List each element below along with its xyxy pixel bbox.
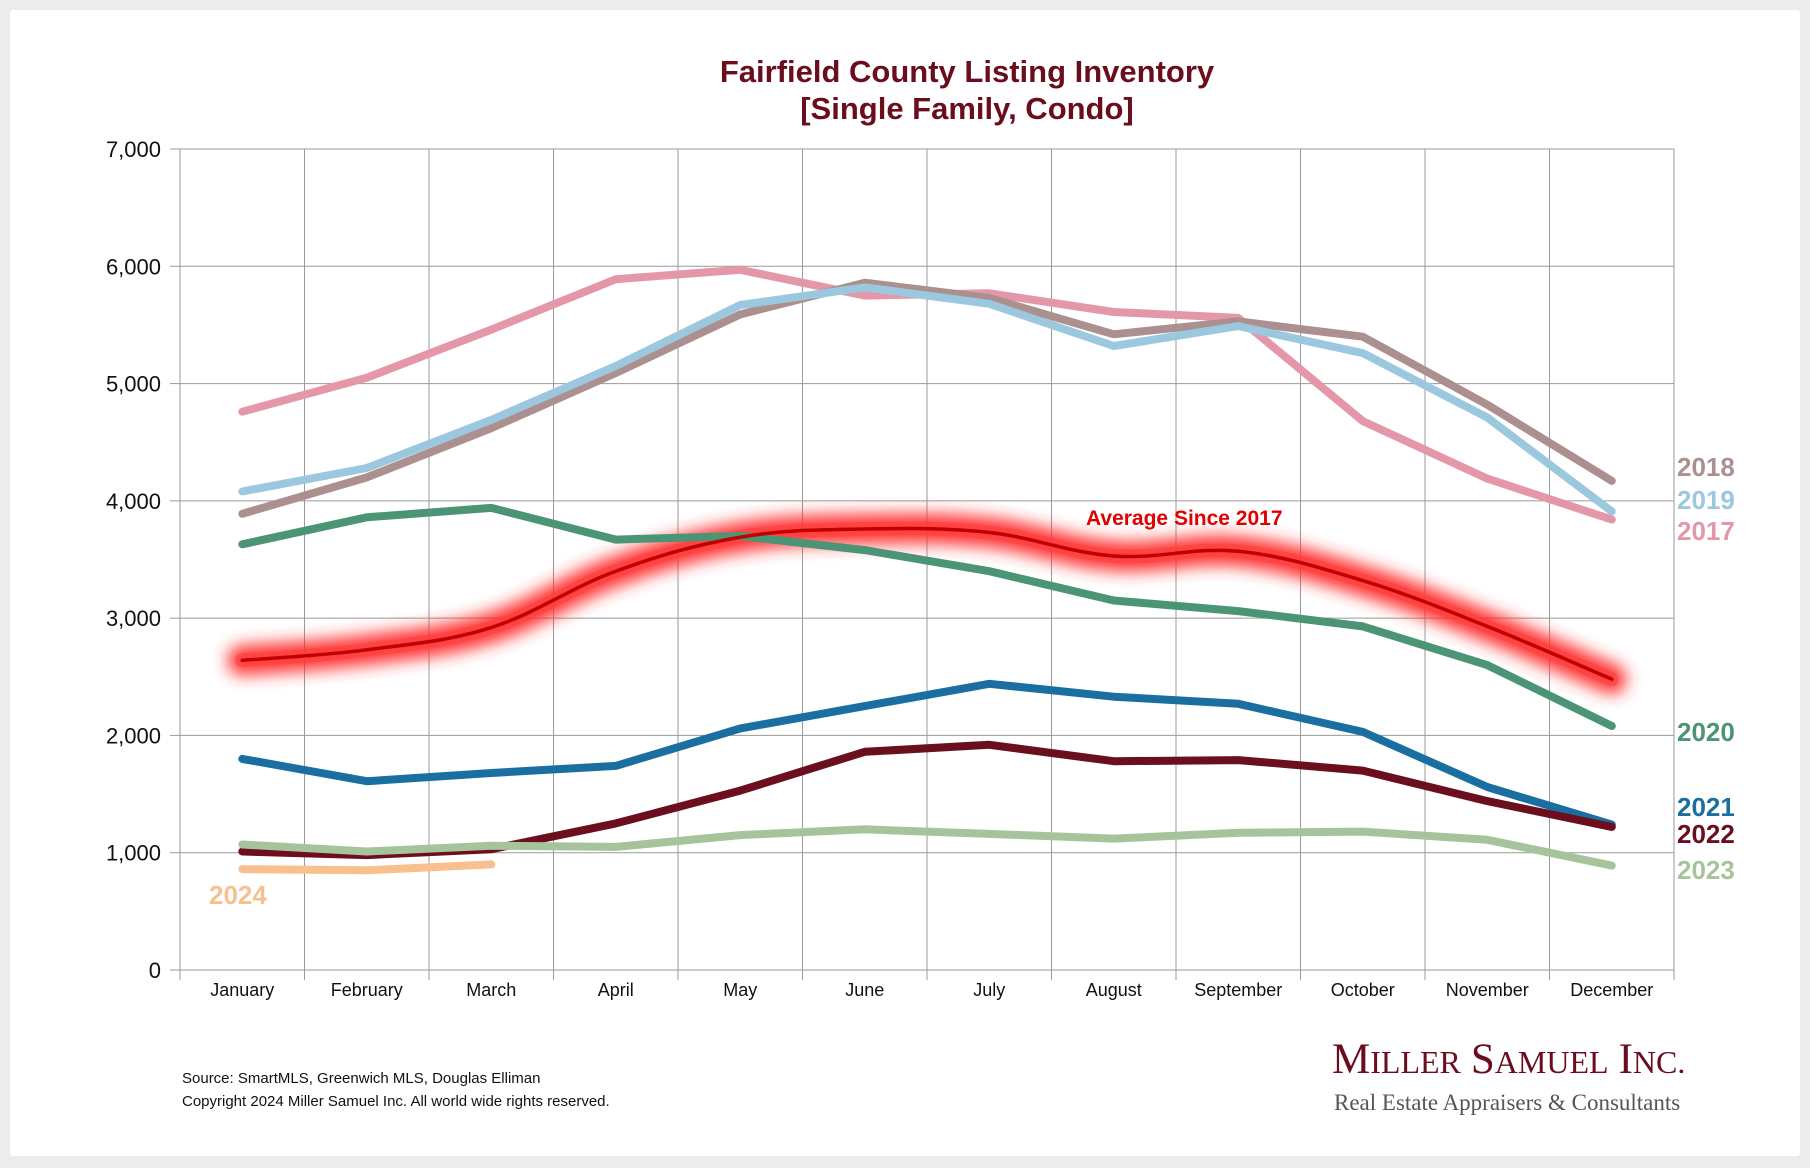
y-tick-label: 4,000 — [106, 489, 161, 514]
x-tick-label-october: October — [1331, 980, 1395, 1000]
series-line-2024 — [238, 860, 496, 875]
series-line-2019 — [238, 283, 1616, 516]
series-label-2020: 2020 — [1677, 717, 1735, 747]
series-label-2023: 2023 — [1677, 855, 1735, 885]
series-label-2018: 2018 — [1677, 452, 1735, 482]
series-lines — [238, 265, 1616, 875]
chart-title: Fairfield County Listing Inventory — [720, 54, 1215, 89]
series-line-2023 — [238, 825, 1616, 870]
x-tick-label-march: March — [466, 980, 516, 1000]
y-tick-label: 1,000 — [106, 841, 161, 866]
x-tick-label-april: April — [598, 980, 634, 1000]
series-label-2021: 2021 — [1677, 792, 1735, 822]
series-label-2024: 2024 — [209, 880, 267, 910]
x-tick-label-august: August — [1086, 980, 1142, 1000]
x-tick-label-july: July — [973, 980, 1005, 1000]
average-label: Average Since 2017 — [1086, 507, 1283, 530]
y-tick-label: 6,000 — [106, 254, 161, 279]
average-line — [240, 526, 1614, 681]
copyright-note: Copyright 2024 Miller Samuel Inc. All wo… — [182, 1093, 610, 1110]
x-tick-label-june: June — [845, 980, 884, 1000]
series-line-2020 — [238, 503, 1616, 730]
y-tick-label: 3,000 — [106, 606, 161, 631]
y-tick-label: 2,000 — [106, 723, 161, 748]
logo-wordmark: MILLER SAMUEL INC. — [1332, 1036, 1685, 1083]
series-label-2017: 2017 — [1677, 516, 1735, 546]
chart-card — [10, 10, 1800, 1156]
y-tick-label: 7,000 — [106, 137, 161, 162]
x-tick-label-may: May — [723, 980, 757, 1000]
x-axis: January February March April May June July Augu… — [179, 970, 1675, 1000]
logo-tagline: Real Estate Appraisers & Consultants — [1334, 1090, 1680, 1115]
y-tick-label: 5,000 — [106, 372, 161, 397]
x-tick-label-january: January — [210, 980, 274, 1000]
series-label-2019: 2019 — [1677, 485, 1735, 515]
source-note: Source: SmartMLS, Greenwich MLS, Douglas… — [182, 1070, 540, 1087]
y-tick-label: 0 — [149, 958, 161, 983]
chart-subtitle: [Single Family, Condo] — [800, 91, 1134, 126]
series-label-2022: 2022 — [1677, 819, 1735, 849]
x-tick-label-december: December — [1570, 980, 1653, 1000]
x-tick-label-november: November — [1446, 980, 1529, 1000]
company-logo: MILLER SAMUEL INC. Real Estate Appraisers … — [1332, 1036, 1685, 1115]
x-tick-label-february: February — [331, 980, 403, 1000]
series-line-2018 — [238, 278, 1616, 518]
x-tick-label-september: September — [1194, 980, 1282, 1000]
series-line-2021 — [238, 679, 1616, 829]
y-axis: 0 1,000 2,000 3,000 4,000 5,000 6,000 7,000 — [106, 137, 180, 983]
